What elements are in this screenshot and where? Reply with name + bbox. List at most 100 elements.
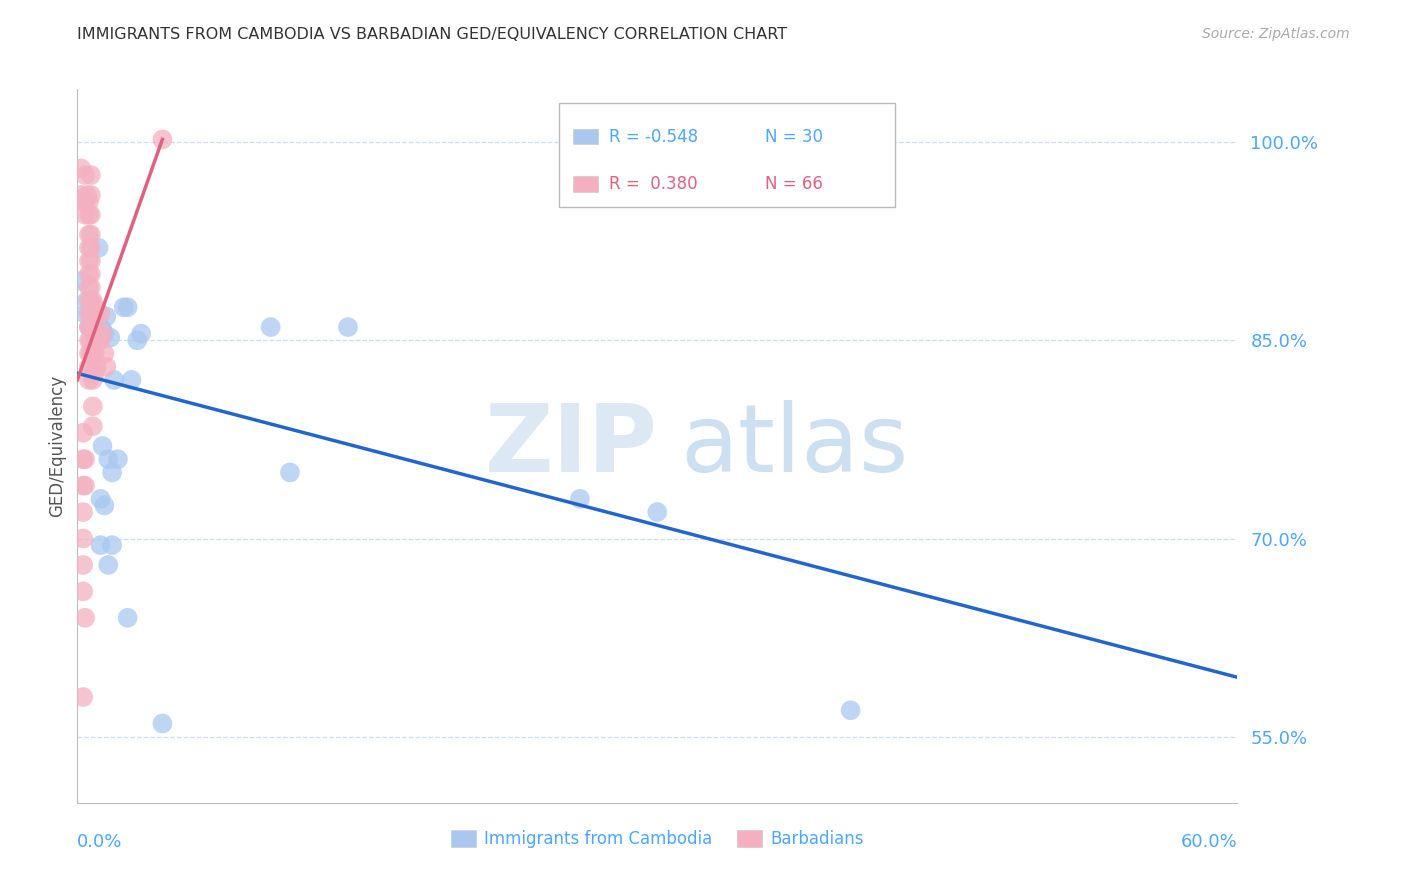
Point [97, 452, 120, 467]
Point [76, 293, 98, 308]
Point [77, 194, 100, 209]
Point [75, 307, 96, 321]
Point [93, 499, 115, 513]
Point [97, 558, 120, 572]
Point [101, 538, 124, 552]
Point [82, 373, 104, 387]
Point [77, 293, 100, 308]
Point [75, 478, 96, 492]
Point [76, 188, 98, 202]
Point [72, 558, 94, 572]
Text: 60.0%: 60.0% [1181, 833, 1237, 851]
Point [80, 227, 103, 242]
Point [80, 359, 103, 374]
Point [83, 326, 105, 341]
Point [77, 208, 100, 222]
Point [87, 241, 110, 255]
Point [101, 466, 124, 480]
Point [75, 208, 96, 222]
Point [337, 320, 360, 334]
Point [72, 690, 94, 704]
Point [93, 326, 115, 341]
Point [77, 373, 100, 387]
Point [86, 333, 108, 347]
Point [77, 254, 100, 268]
Point [77, 307, 100, 321]
Point [86, 307, 108, 321]
Point [103, 373, 125, 387]
Point [72, 425, 94, 440]
Text: R =  0.380: R = 0.380 [609, 175, 697, 194]
Text: R = -0.548: R = -0.548 [609, 128, 697, 145]
Point [72, 532, 94, 546]
Point [77, 320, 100, 334]
Text: 0.0%: 0.0% [77, 833, 122, 851]
Point [96, 310, 118, 324]
Point [77, 280, 100, 294]
Point [80, 280, 103, 294]
Point [80, 168, 103, 182]
Text: N = 66: N = 66 [765, 175, 823, 194]
Point [117, 300, 139, 314]
Point [91, 439, 114, 453]
Point [82, 293, 104, 308]
Point [77, 267, 100, 281]
Point [86, 359, 108, 374]
Point [93, 346, 115, 360]
Point [121, 373, 143, 387]
Point [77, 359, 100, 374]
Point [152, 716, 174, 731]
Point [72, 584, 94, 599]
Point [647, 505, 669, 519]
Point [77, 346, 100, 360]
Point [98, 331, 121, 345]
Point [127, 333, 149, 347]
Bar [572, 177, 598, 192]
Point [80, 293, 103, 308]
Point [77, 333, 100, 347]
Point [260, 320, 283, 334]
Point [91, 326, 114, 341]
Point [569, 491, 592, 506]
Point [82, 419, 104, 434]
Point [129, 326, 152, 341]
Point [82, 346, 104, 360]
Point [91, 323, 114, 337]
Point [80, 307, 103, 321]
Point [70, 188, 93, 202]
Point [82, 400, 104, 414]
Point [75, 452, 96, 467]
Point [107, 452, 129, 467]
Point [90, 538, 111, 552]
Bar [572, 128, 598, 145]
Text: Source: ZipAtlas.com: Source: ZipAtlas.com [1202, 27, 1350, 41]
Point [278, 466, 301, 480]
Point [839, 703, 862, 717]
Point [72, 478, 94, 492]
Point [82, 320, 104, 334]
Point [83, 300, 105, 314]
Point [152, 809, 174, 823]
Point [75, 194, 96, 209]
Point [117, 611, 139, 625]
Point [72, 452, 94, 467]
Point [83, 367, 105, 381]
FancyBboxPatch shape [558, 103, 896, 207]
Point [152, 132, 174, 146]
Point [80, 267, 103, 281]
Point [75, 611, 96, 625]
Point [80, 320, 103, 334]
Point [112, 300, 135, 314]
Point [80, 346, 103, 360]
Text: N = 30: N = 30 [765, 128, 823, 145]
Point [90, 307, 111, 321]
Point [90, 320, 111, 334]
Y-axis label: GED/Equivalency: GED/Equivalency [48, 375, 66, 517]
Point [82, 307, 104, 321]
Text: IMMIGRANTS FROM CAMBODIA VS BARBADIAN GED/EQUIVALENCY CORRELATION CHART: IMMIGRANTS FROM CAMBODIA VS BARBADIAN GE… [77, 27, 787, 42]
Point [96, 359, 118, 374]
Point [70, 274, 93, 288]
Point [77, 320, 100, 334]
Legend: Immigrants from Cambodia, Barbadians: Immigrants from Cambodia, Barbadians [444, 823, 870, 855]
Point [90, 333, 111, 347]
